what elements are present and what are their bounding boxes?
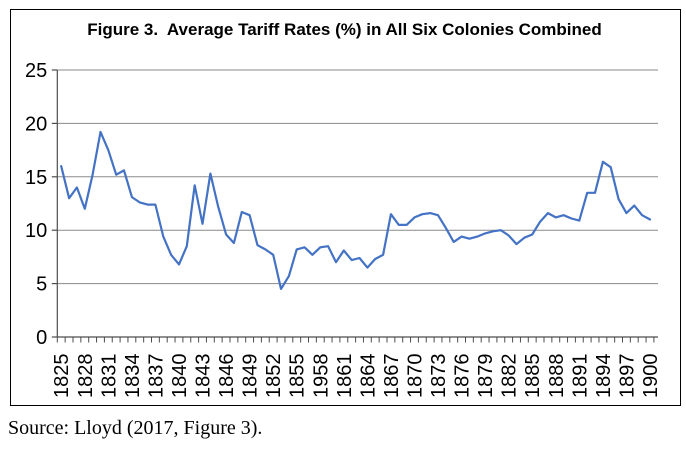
source-note: Source: Lloyd (2017, Figure 3).: [8, 417, 263, 439]
x-tick-label: 1891: [569, 354, 591, 399]
y-tick-label: 20: [25, 113, 47, 135]
x-tick-label: 1840: [169, 354, 191, 399]
x-tick-label: 1867: [381, 354, 403, 399]
x-tick-label: 1879: [475, 354, 497, 399]
x-tick-label: 1852: [263, 354, 285, 399]
x-tick-label: 1876: [452, 354, 474, 399]
x-tick-label: 1873: [428, 354, 450, 399]
y-tick-label: 10: [25, 220, 47, 242]
x-tick-label: 1864: [357, 354, 379, 399]
x-tick-label: 1885: [522, 354, 544, 399]
x-tick-label: 1849: [240, 354, 262, 399]
x-tick-label: 1855: [287, 354, 309, 399]
x-tick-label: 1825: [51, 354, 73, 399]
x-tick-label: 1894: [593, 354, 615, 399]
x-tick-label: 1888: [546, 354, 568, 399]
y-tick-label: 25: [25, 60, 47, 82]
x-tick-label: 1882: [499, 354, 521, 399]
x-tick-label: 1900: [640, 354, 662, 399]
x-tick-label: 1837: [145, 354, 167, 399]
figure-frame: [10, 9, 681, 406]
x-tick-label: 1834: [122, 354, 144, 399]
chart-title: Figure 3. Average Tariff Rates (%) in Al…: [87, 20, 602, 39]
x-tick-label: 1828: [75, 354, 97, 399]
y-tick-label: 15: [25, 167, 47, 189]
x-tick-label: 1870: [404, 354, 426, 399]
x-tick-label: 1861: [334, 354, 356, 399]
x-tick-label: 1843: [193, 354, 215, 399]
y-tick-label: 0: [36, 327, 47, 349]
x-tick-label: 1958: [310, 354, 332, 399]
x-tick-label: 1831: [98, 354, 120, 399]
tariff-series-line: [60, 130, 652, 290]
x-tick-label: 1846: [216, 354, 238, 399]
x-tick-label: 1897: [616, 354, 638, 399]
y-tick-label: 5: [36, 274, 47, 296]
